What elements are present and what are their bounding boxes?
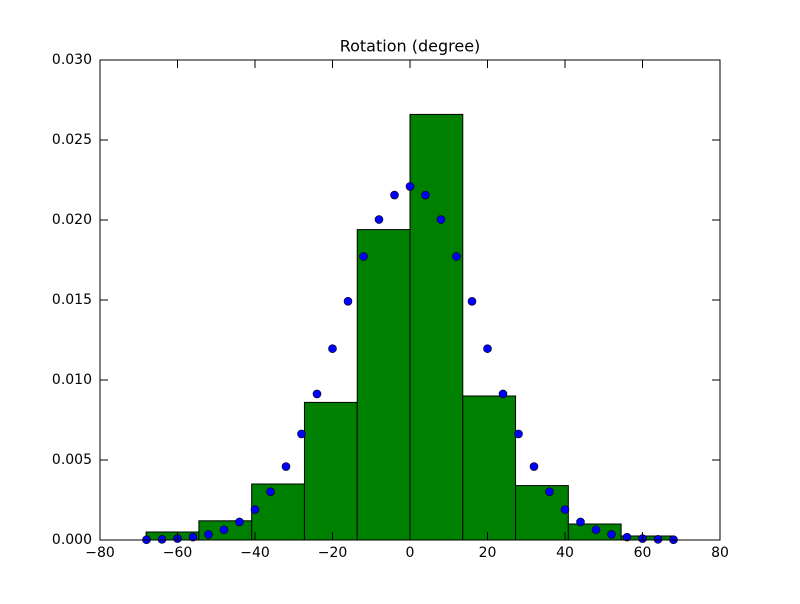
x-tick-label: −80	[85, 545, 115, 561]
scatter-point	[421, 190, 430, 200]
scatter-point	[266, 487, 275, 496]
scatter-point	[204, 530, 213, 539]
x-tick-label: 20	[479, 545, 497, 561]
x-tick-label: 40	[556, 545, 574, 561]
scatter-point	[359, 252, 368, 261]
x-tick-label: −40	[240, 545, 270, 561]
scatter-point	[297, 429, 306, 439]
scatter-point	[405, 182, 415, 191]
scatter-point	[576, 517, 585, 527]
x-tick-label: 60	[634, 545, 652, 561]
scatter-point	[653, 535, 663, 544]
scatter-point	[235, 517, 244, 527]
scatter-point	[545, 487, 554, 496]
y-tick-label: 0.000	[52, 532, 92, 548]
scatter-point	[591, 525, 601, 535]
y-tick-label: 0.015	[52, 292, 92, 308]
histogram-bar	[303, 401, 358, 541]
histogram-bar	[251, 483, 305, 541]
x-tick-label: 0	[406, 545, 415, 561]
y-tick-label: 0.020	[52, 212, 92, 228]
y-tick-label: 0.030	[52, 52, 92, 68]
scatter-point	[452, 252, 461, 261]
scatter-point	[467, 296, 477, 306]
x-tick-label: 80	[711, 545, 729, 561]
histogram-bar	[462, 395, 517, 541]
scatter-point	[328, 344, 337, 353]
scatter-point	[281, 462, 291, 471]
scatter-point	[312, 389, 322, 399]
histogram-bar	[356, 229, 411, 541]
scatter-point	[219, 525, 229, 535]
histogram-bar	[515, 485, 569, 541]
scatter-point	[343, 296, 353, 306]
scatter-point	[607, 530, 616, 539]
scatter-point	[483, 344, 492, 353]
scatter-point	[622, 532, 632, 542]
scatter-point	[498, 389, 508, 399]
y-tick-label: 0.005	[52, 452, 92, 468]
scatter-point	[374, 215, 384, 224]
scatter-point	[188, 532, 198, 542]
scatter-point	[157, 535, 167, 544]
y-tick-label: 0.010	[52, 372, 92, 388]
scatter-point	[560, 505, 570, 514]
scatter-point	[390, 190, 399, 200]
scatter-point	[250, 505, 260, 514]
scatter-point	[514, 429, 523, 439]
x-tick-label: −20	[318, 545, 348, 561]
x-tick-label: −60	[163, 545, 193, 561]
y-tick-label: 0.025	[52, 132, 92, 148]
scatter-point	[529, 462, 539, 471]
scatter-point	[436, 215, 446, 224]
histogram-bar	[409, 113, 464, 541]
chart-title: Rotation (degree)	[340, 37, 481, 56]
